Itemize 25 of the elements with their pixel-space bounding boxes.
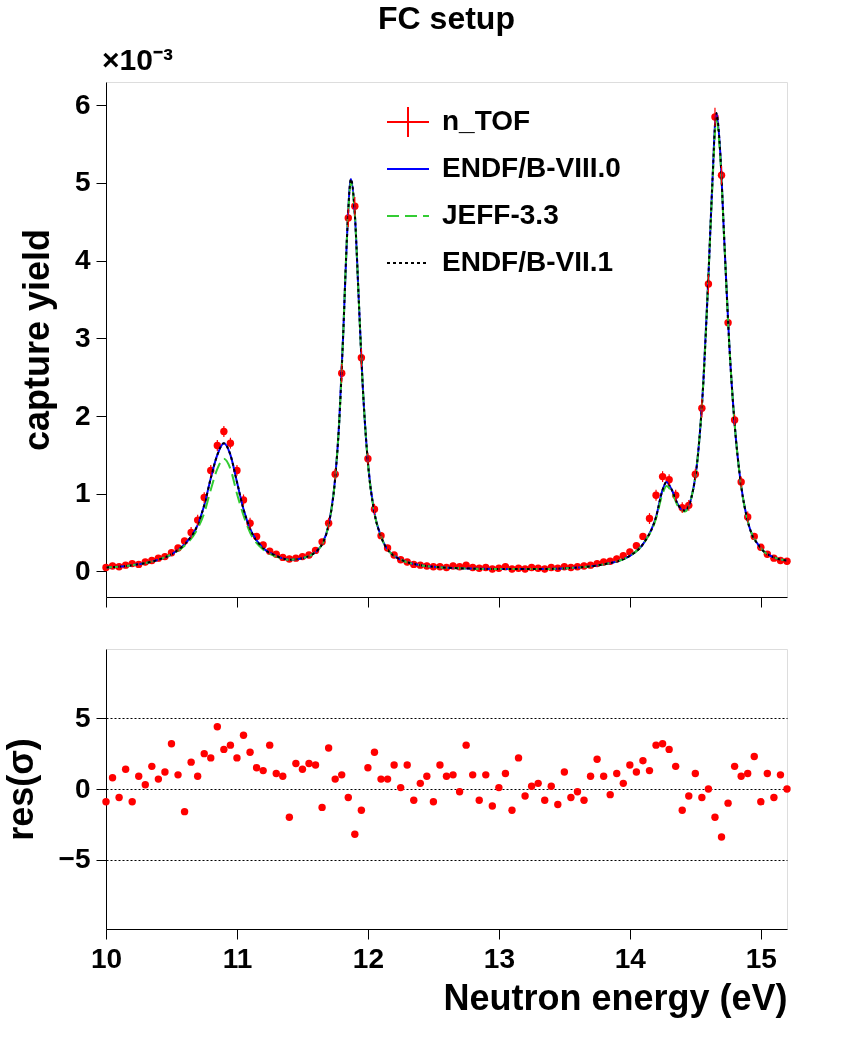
x-tick-label: 11 — [222, 942, 253, 974]
y-tick-label: 3 — [74, 321, 91, 353]
y-tick-label: 0 — [74, 554, 91, 586]
x-tick-label: 13 — [483, 942, 515, 974]
x-tick-label: 14 — [614, 942, 647, 974]
legend-label: JEFF-3.3 — [442, 199, 559, 230]
y-tick-label: −5 — [58, 843, 91, 875]
legend-label: n_TOF — [442, 105, 531, 136]
y-tick-label: 4 — [74, 244, 91, 276]
y-axis-title: res(σ) — [0, 738, 41, 841]
x-axis-title: Neutron energy (eV) — [443, 976, 788, 1018]
y-tick-label: 2 — [74, 399, 91, 431]
y-tick-label: 6 — [74, 88, 91, 120]
legend-label: ENDF/B-VIII.0 — [442, 152, 621, 183]
y-tick-label: 0 — [74, 772, 91, 804]
legend-label: ENDF/B-VII.1 — [442, 246, 614, 277]
y-tick-label: 1 — [74, 477, 91, 509]
x-tick-label: 12 — [352, 942, 384, 974]
chart-title: FC setup — [378, 0, 515, 36]
x-tick-label: 15 — [745, 942, 777, 974]
y-tick-label: 5 — [74, 166, 91, 198]
text: ×10⁻³ — [102, 43, 173, 76]
x-tick-label: 10 — [90, 942, 123, 974]
y-tick-label: 5 — [74, 701, 91, 733]
y-axis-title: capture yield — [15, 228, 57, 452]
